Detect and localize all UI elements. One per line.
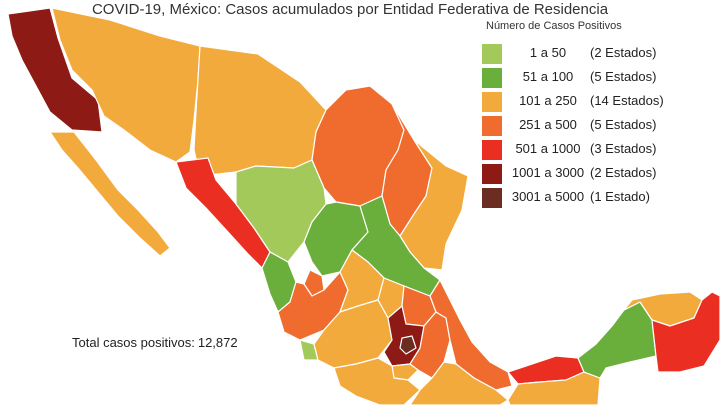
legend-count: (2 Estados) bbox=[590, 45, 657, 60]
state-ciudad-de-mexico[interactable] bbox=[399, 335, 417, 355]
legend-item: 3001 a 5000 (1 Estado) bbox=[482, 186, 714, 210]
legend-count: (5 Estados) bbox=[590, 69, 657, 84]
state-guerrero[interactable] bbox=[333, 357, 421, 405]
state-chihuahua[interactable] bbox=[193, 45, 327, 177]
legend-item: 251 a 500 (5 Estados) bbox=[482, 114, 714, 138]
total-cases-value: 12,872 bbox=[197, 335, 238, 350]
legend-item: 101 a 250 (14 Estados) bbox=[482, 90, 714, 114]
legend-item: 51 a 100 (5 Estados) bbox=[482, 66, 714, 90]
legend-count: (2 Estados) bbox=[590, 165, 657, 180]
state-quintana-roo[interactable] bbox=[651, 291, 720, 373]
legend-title: Número de Casos Positivos bbox=[486, 20, 622, 32]
state-baja-california[interactable] bbox=[7, 7, 103, 133]
legend-range: 101 a 250 bbox=[519, 93, 577, 108]
legend-range: 501 a 1000 bbox=[515, 141, 581, 156]
legend-swatch bbox=[482, 188, 502, 208]
legend-item: 501 a 1000 (3 Estados) bbox=[482, 138, 714, 162]
legend-count: (5 Estados) bbox=[590, 117, 657, 132]
legend-swatch bbox=[482, 164, 502, 184]
legend-range: 51 a 100 bbox=[522, 69, 574, 84]
legend-swatch bbox=[482, 44, 502, 64]
legend-range: 1001 a 3000 bbox=[511, 165, 585, 180]
total-cases: Total casos positivos: 12,872 bbox=[72, 335, 238, 350]
legend-count: (1 Estado) bbox=[590, 189, 650, 204]
legend-swatch bbox=[482, 116, 502, 136]
legend-range: 251 a 500 bbox=[519, 117, 577, 132]
legend-item: 1 a 50 (2 Estados) bbox=[482, 42, 714, 66]
legend-range: 3001 a 5000 bbox=[511, 189, 585, 204]
legend-count: (3 Estados) bbox=[590, 141, 657, 156]
legend-item: 1001 a 3000 (2 Estados) bbox=[482, 162, 714, 186]
legend-count: (14 Estados) bbox=[590, 93, 664, 108]
state-morelos[interactable] bbox=[391, 363, 419, 381]
legend-range: 1 a 50 bbox=[529, 45, 567, 60]
state-oaxaca[interactable] bbox=[409, 361, 509, 405]
legend-swatch bbox=[482, 68, 502, 88]
legend: Número de Casos Positivos 1 a 50 (2 Esta… bbox=[482, 20, 714, 210]
state-baja-california-sur[interactable] bbox=[49, 131, 171, 257]
state-campeche[interactable] bbox=[577, 301, 657, 379]
map-title: COVID-19, México: Casos acumulados por E… bbox=[91, 1, 609, 18]
legend-swatch bbox=[482, 140, 502, 160]
total-cases-label: Total casos positivos: bbox=[72, 335, 195, 350]
legend-swatch bbox=[482, 92, 502, 112]
